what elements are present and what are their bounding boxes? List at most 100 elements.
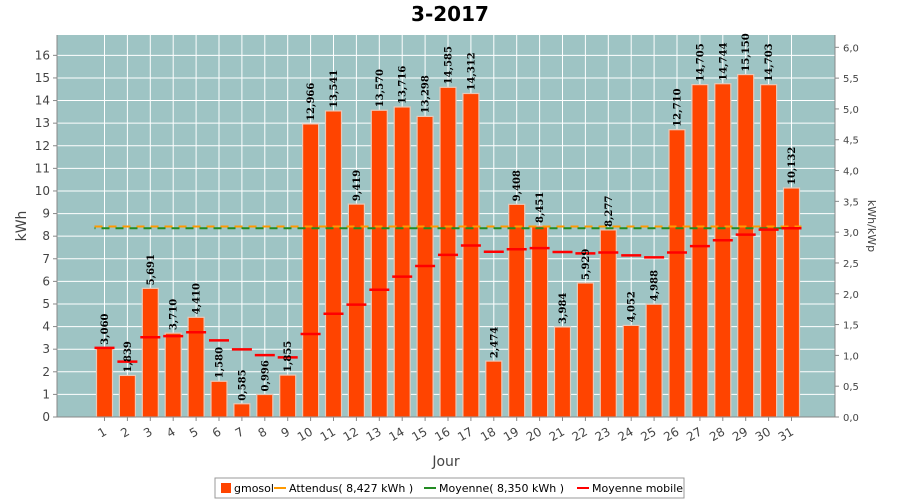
bar-day-21 <box>553 326 572 418</box>
y2-tick-label: 0,0 <box>843 413 859 424</box>
data-label-day-27: 14,705 <box>695 43 706 81</box>
y2-tick-label: 5,0 <box>843 105 859 116</box>
bar-day-19 <box>508 203 526 418</box>
data-label-day-7: 0,585 <box>237 369 248 400</box>
x-tick-label: 7 <box>233 424 247 440</box>
y-tick-label: 2 <box>42 365 50 379</box>
y-tick-label: 7 <box>42 252 50 266</box>
data-label-day-5: 4,410 <box>192 283 203 314</box>
chart-title: 3-2017 <box>411 2 489 26</box>
x-axis: 1 2 3 4 5 6 7 8 9 10 11 12 13 14 15 16 17 18 19 20 21 22 23 24 2… <box>57 416 835 444</box>
y2-tick-label: 1,0 <box>843 351 859 362</box>
x-tick-label: 25 <box>638 424 658 444</box>
y2-tick-label: 3,5 <box>843 197 859 208</box>
data-label-day-24: 4,052 <box>627 291 638 322</box>
bar-day-23 <box>599 229 617 418</box>
data-label-day-31: 10,132 <box>787 147 798 185</box>
bar-day-6 <box>210 380 228 418</box>
x-tick-label: 3 <box>141 424 155 440</box>
y-tick-label: 13 <box>35 116 50 130</box>
y-tick-label: 10 <box>35 184 50 198</box>
y2-tick-label: 6,0 <box>843 43 859 54</box>
bar-day-24 <box>622 324 640 418</box>
x-tick-label: 20 <box>524 424 544 444</box>
bar-day-30 <box>759 84 778 418</box>
y2-tick-label: 2,5 <box>843 259 859 270</box>
data-label-day-2: 1,839 <box>123 341 134 372</box>
y-tick-label: 16 <box>35 48 50 62</box>
x-tick-label: 22 <box>570 424 590 444</box>
bar-day-25 <box>645 303 663 418</box>
y2-tick-label: 4,5 <box>843 136 859 147</box>
data-label-day-20: 8,451 <box>535 192 546 223</box>
bar-day-16 <box>439 86 457 418</box>
bar-day-10 <box>302 123 320 418</box>
y2-tick-label: 1,5 <box>843 321 859 332</box>
x-tick-label: 21 <box>547 424 567 444</box>
data-label-day-18: 2,474 <box>489 327 500 358</box>
x-tick-label: 16 <box>432 424 452 444</box>
y-tick-label: 15 <box>35 71 50 85</box>
bar-day-14 <box>393 106 411 418</box>
bar-day-12 <box>347 203 365 418</box>
data-label-day-15: 13,298 <box>421 75 432 113</box>
x-tick-label: 30 <box>753 424 773 444</box>
data-label-day-9: 1,855 <box>283 341 294 372</box>
y-tick-label: 8 <box>42 229 50 243</box>
x-tick-label: 4 <box>164 424 178 440</box>
x-tick-label: 8 <box>256 424 270 440</box>
bar-day-26 <box>668 129 686 418</box>
x-tick-label: 29 <box>730 424 750 444</box>
legend-label-moyenne: Moyenne( 8,350 kWh ) <box>439 482 564 495</box>
data-label-day-3: 5,691 <box>146 254 157 285</box>
data-label-day-8: 0,996 <box>260 360 271 391</box>
bar-day-20 <box>530 225 549 418</box>
data-label-day-1: 3,060 <box>100 313 111 344</box>
bar-day-2 <box>118 374 137 418</box>
x-tick-label: 19 <box>501 424 521 444</box>
x-tick-label: 13 <box>364 424 384 444</box>
bar-day-4 <box>164 332 182 418</box>
legend: gmosol Attendus( 8,427 kWh ) Moyenne( 8,35… <box>214 477 685 499</box>
y2-tick-label: 4,0 <box>843 167 859 178</box>
y2-tick-label: 0,5 <box>843 382 859 393</box>
x-tick-label: 12 <box>341 424 361 444</box>
data-label-day-26: 12,710 <box>673 88 684 126</box>
x-tick-label: 27 <box>684 424 704 444</box>
y-tick-label: 14 <box>35 94 50 108</box>
data-label-day-22: 5,929 <box>581 249 592 280</box>
data-label-day-16: 14,585 <box>444 46 455 84</box>
average-lines <box>94 225 802 230</box>
data-label-day-28: 14,744 <box>718 42 729 80</box>
x-tick-label: 2 <box>118 424 132 440</box>
y-tick-label: 3 <box>42 342 50 356</box>
y-tick-label: 5 <box>42 297 50 311</box>
y2-axis-title: kWh/kWp <box>865 200 878 252</box>
bar-day-7 <box>233 403 251 418</box>
x-tick-label: 1 <box>95 424 109 440</box>
legend-label-attendus: Attendus( 8,427 kWh ) <box>289 482 413 495</box>
bar-day-13 <box>370 109 388 418</box>
y2-tick-label: 2,0 <box>843 290 859 301</box>
data-label-day-29: 15,150 <box>741 33 752 71</box>
data-label-day-30: 14,703 <box>764 43 775 81</box>
x-tick-label: 6 <box>210 424 224 440</box>
x-tick-label: 14 <box>386 424 406 444</box>
y-tick-label: 0 <box>42 410 50 424</box>
bar-day-8 <box>256 393 274 418</box>
bar-day-28 <box>714 83 732 418</box>
x-tick-label: 15 <box>409 424 429 444</box>
bar-day-31 <box>782 187 801 418</box>
y-tick-label: 12 <box>35 139 50 153</box>
x-tick-label: 17 <box>455 424 475 444</box>
data-label-day-25: 4,988 <box>650 270 661 301</box>
data-label-day-6: 1,580 <box>215 347 226 378</box>
bar-day-1 <box>95 347 114 418</box>
x-tick-label: 5 <box>187 424 201 440</box>
x-tick-label: 28 <box>707 424 727 444</box>
legend-label-moyenne-mobile: Moyenne mobile <box>592 482 683 495</box>
legend-swatch-gmosol <box>221 483 231 493</box>
y2-tick-label: 5,5 <box>843 74 859 85</box>
